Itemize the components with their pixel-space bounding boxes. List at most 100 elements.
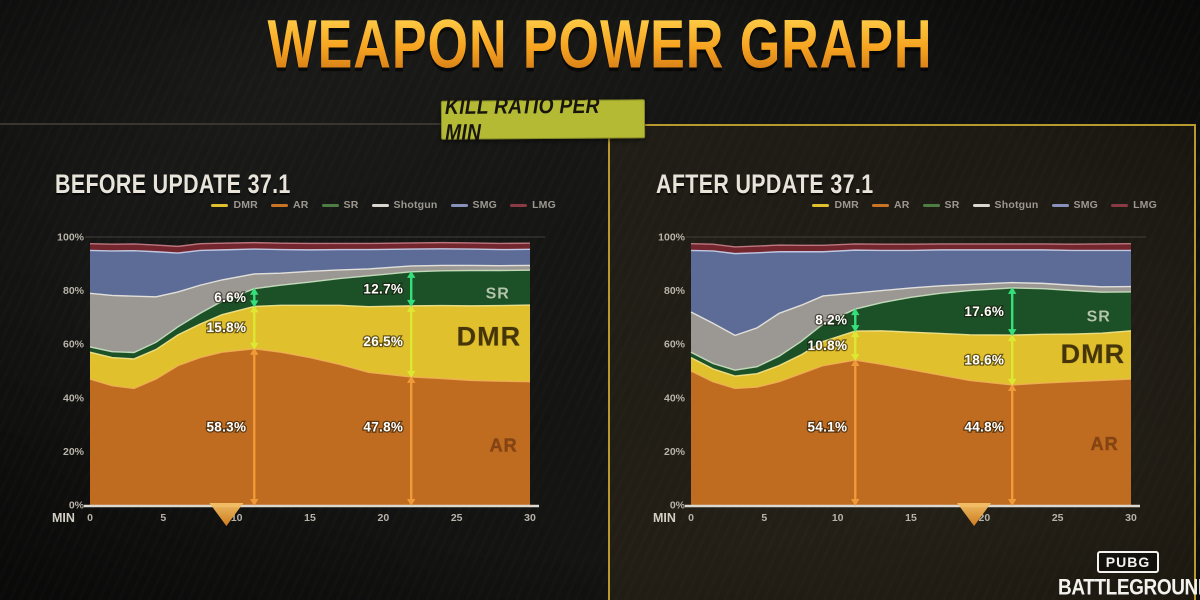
edge-ar [89, 348, 531, 390]
x-tick-label: 25 [451, 512, 463, 524]
marker-arrowhead-down [250, 342, 259, 350]
marker-value-label: 26.5% [363, 334, 403, 349]
legend-item-dmr: DMR [211, 199, 258, 211]
marker-arrowhead-down [407, 299, 416, 307]
after-chart-title: AFTER UPDATE 37.1 [656, 168, 874, 199]
edge-shotgun [89, 264, 531, 298]
marker-arrowhead-up [851, 359, 860, 367]
legend-item-ar: AR [871, 199, 910, 211]
x-tick-label: 20 [377, 512, 389, 524]
area-label-ar: AR [1091, 434, 1119, 454]
marker-value-label: 58.3% [206, 419, 246, 434]
area-dmr [691, 330, 1131, 389]
legend-swatch [1051, 203, 1069, 207]
y-tick-label: 0% [670, 500, 686, 512]
legend-swatch [972, 203, 990, 207]
marker-value-label: 47.8% [363, 419, 403, 434]
marker-arrowhead-down [250, 300, 259, 308]
edge-ar [690, 359, 1132, 390]
marker-arrowhead-up [1008, 286, 1017, 294]
page-title: WEAPON POWER GRAPH [42, 4, 1158, 83]
y-tick-label: 40% [63, 392, 85, 404]
area-sr [90, 270, 530, 359]
marker-arrowhead-up [1008, 383, 1017, 391]
edge-lmg [89, 241, 531, 248]
x-tick-label: 0 [688, 512, 694, 524]
timeline-pointer [209, 503, 244, 526]
legend-label: Shotgun [393, 199, 438, 211]
legend-swatch [450, 203, 468, 207]
legend-swatch [371, 203, 389, 207]
x-axis-unit-label: MIN [52, 511, 75, 525]
marker-arrowhead-up [250, 287, 259, 295]
marker-value-label: 6.6% [214, 290, 246, 305]
timeline-pointer [957, 503, 992, 526]
marker-arrowhead-up [407, 304, 416, 312]
before-chart-title: BEFORE UPDATE 37.1 [55, 168, 291, 199]
marker-arrowhead-down [1008, 378, 1017, 386]
edge-sr [690, 287, 1132, 371]
marker-arrowhead-up [250, 305, 259, 313]
marker-arrowhead-up [407, 270, 416, 278]
marker-arrowhead-down [851, 499, 860, 506]
legend-label: LMG [1133, 199, 1157, 211]
x-tick-label: 30 [1125, 512, 1137, 524]
marker-value-label: 44.8% [964, 419, 1004, 434]
legend-item-smg: SMG [450, 199, 498, 211]
legend-item-lmg: LMG [510, 199, 556, 211]
legend-swatch [321, 203, 339, 207]
marker-arrowhead-up [1008, 334, 1017, 342]
legend-swatch [1111, 203, 1129, 207]
edge-smg [690, 249, 1131, 255]
y-tick-label: 100% [658, 232, 686, 244]
area-dmr [90, 305, 530, 389]
marker-value-label: 15.8% [206, 320, 246, 335]
legend-swatch [871, 203, 889, 207]
marker-arrowhead-down [1008, 329, 1017, 337]
marker-arrowhead-down [851, 325, 860, 333]
x-tick-label: 5 [160, 512, 166, 524]
area-ar [691, 360, 1131, 505]
marker-arrowhead-down [851, 354, 860, 362]
x-tick-label: 0 [87, 512, 93, 524]
legend-item-lmg: LMG [1111, 199, 1157, 211]
legend-item-ar: AR [270, 199, 309, 211]
area-label-ar: AR [490, 435, 518, 455]
marker-value-label: 17.6% [964, 304, 1004, 319]
legend-label: AR [292, 199, 309, 211]
area-lmg [90, 242, 530, 254]
legend-swatch [270, 203, 288, 207]
marker-arrowhead-down [1008, 499, 1017, 506]
x-tick-label: 15 [304, 512, 316, 524]
y-tick-label: 20% [664, 446, 686, 458]
legend-item-smg: SMG [1051, 199, 1099, 211]
y-tick-label: 60% [664, 339, 686, 351]
x-tick-label: 10 [832, 512, 844, 524]
x-tick-label: 15 [905, 512, 917, 524]
edge-smg [89, 248, 531, 254]
battlegrounds-wordmark: BATTLEGROUNDS [1058, 576, 1200, 600]
legend-label: DMR [233, 199, 258, 211]
subtitle-badge-label: KILL RATIO PER MIN [444, 93, 600, 145]
area-label-dmr: DMR [457, 322, 522, 352]
edge-sr [89, 269, 531, 354]
after-chart-legend: DMR AR SR Shotgun SMG LMG [641, 199, 1157, 211]
legend-item-dmr: DMR [812, 199, 859, 211]
x-tick-label: 25 [1052, 512, 1064, 524]
legend-swatch [812, 203, 830, 207]
area-ar [90, 348, 530, 505]
x-tick-label: 20 [978, 512, 990, 524]
header-divider-line [0, 123, 442, 125]
legend-label: LMG [532, 199, 556, 211]
legend-item-shotgun: Shotgun [972, 199, 1039, 211]
area-smg [691, 249, 1131, 336]
edge-lmg [690, 243, 1132, 248]
marker-value-label: 18.6% [964, 353, 1004, 368]
subtitle-badge: KILL RATIO PER MIN [440, 93, 646, 145]
legend-label: SMG [1073, 199, 1099, 211]
y-tick-label: 60% [63, 339, 85, 351]
area-shotgun [90, 265, 530, 353]
marker-arrowhead-up [851, 308, 860, 316]
legend-label: SMG [472, 199, 498, 211]
y-tick-label: 20% [63, 446, 85, 458]
